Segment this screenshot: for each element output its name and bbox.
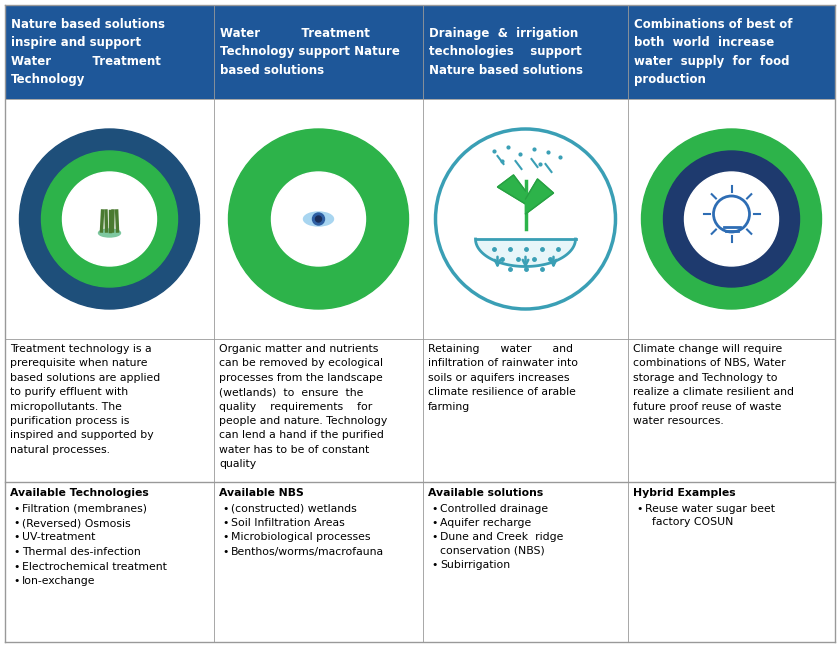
Text: Available Technologies: Available Technologies — [10, 488, 149, 498]
Text: Dune and Creek  ridge
conservation (NBS): Dune and Creek ridge conservation (NBS) — [440, 532, 564, 556]
Bar — [423, 5, 628, 99]
Bar — [628, 5, 835, 99]
Text: Retaining      water      and
infiltration of rainwater into
soils or aquifers i: Retaining water and infiltration of rain… — [428, 344, 578, 411]
Text: Nature based solutions
inspire and support
Water          Treatment
Technology: Nature based solutions inspire and suppo… — [11, 17, 165, 86]
Polygon shape — [475, 239, 575, 267]
Circle shape — [664, 151, 800, 287]
Bar — [214, 5, 423, 99]
Circle shape — [228, 129, 408, 309]
Text: •: • — [222, 518, 228, 528]
Text: Aquifer recharge: Aquifer recharge — [440, 518, 531, 528]
Circle shape — [312, 213, 324, 225]
Circle shape — [41, 151, 177, 287]
Text: •: • — [13, 576, 19, 586]
Text: (Reversed) Osmosis: (Reversed) Osmosis — [22, 518, 131, 528]
Text: Water          Treatment
Technology support Nature
based solutions: Water Treatment Technology support Natur… — [220, 27, 400, 77]
Text: (constructed) wetlands: (constructed) wetlands — [231, 503, 357, 514]
Circle shape — [642, 129, 822, 309]
Polygon shape — [526, 179, 554, 214]
Text: Ion-exchange: Ion-exchange — [22, 576, 96, 586]
Bar — [5, 5, 214, 99]
Text: Climate change will require
combinations of NBS, Water
storage and Technology to: Climate change will require combinations… — [633, 344, 794, 426]
Text: Controlled drainage: Controlled drainage — [440, 503, 549, 514]
Text: •: • — [222, 547, 228, 557]
Text: •: • — [431, 518, 438, 528]
Text: •: • — [13, 518, 19, 528]
Circle shape — [62, 172, 156, 266]
Text: Combinations of best of
both  world  increase
water  supply  for  food
productio: Combinations of best of both world incre… — [634, 17, 792, 86]
Text: Organic matter and nutrients
can be removed by ecological
processes from the lan: Organic matter and nutrients can be remo… — [219, 344, 387, 469]
Text: •: • — [222, 503, 228, 514]
Text: •: • — [13, 562, 19, 571]
Circle shape — [271, 172, 365, 266]
Text: Filtration (membranes): Filtration (membranes) — [22, 503, 147, 514]
Text: •: • — [222, 532, 228, 542]
Circle shape — [685, 172, 779, 266]
Text: Thermal des-infection: Thermal des-infection — [22, 547, 141, 557]
Text: Hybrid Examples: Hybrid Examples — [633, 488, 736, 498]
Text: Electrochemical treatment: Electrochemical treatment — [22, 562, 167, 571]
Text: Soil Infiltration Areas: Soil Infiltration Areas — [231, 518, 344, 528]
Text: Available solutions: Available solutions — [428, 488, 543, 498]
Text: Treatment technology is a
prerequisite when nature
based solutions are applied
t: Treatment technology is a prerequisite w… — [10, 344, 160, 455]
Circle shape — [316, 216, 322, 222]
Text: Reuse water sugar beet
  factory COSUN: Reuse water sugar beet factory COSUN — [645, 503, 775, 527]
Text: •: • — [431, 560, 438, 571]
Text: Microbiological processes: Microbiological processes — [231, 532, 370, 542]
Text: •: • — [431, 503, 438, 514]
Text: •: • — [636, 503, 643, 514]
Circle shape — [250, 151, 386, 287]
Text: Subirrigation: Subirrigation — [440, 560, 510, 571]
Text: Benthos/worms/macrofauna: Benthos/worms/macrofauna — [231, 547, 384, 557]
Ellipse shape — [303, 212, 333, 226]
Text: •: • — [431, 532, 438, 542]
Polygon shape — [497, 175, 526, 204]
Text: •: • — [13, 547, 19, 557]
Circle shape — [19, 129, 200, 309]
Text: •: • — [13, 532, 19, 542]
Text: Available NBS: Available NBS — [219, 488, 304, 498]
Text: Drainage  &  irrigation
technologies    support
Nature based solutions: Drainage & irrigation technologies suppo… — [429, 27, 583, 77]
Text: •: • — [13, 503, 19, 514]
Text: UV-treatment: UV-treatment — [22, 532, 96, 542]
Ellipse shape — [98, 229, 120, 237]
